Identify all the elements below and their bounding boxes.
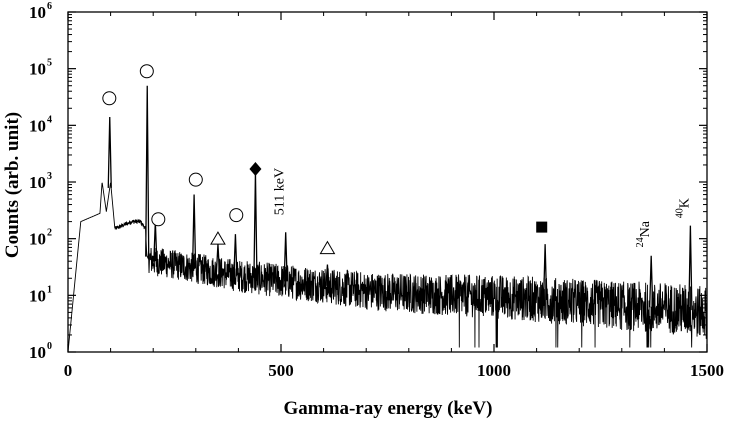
spectrum-peak: [191, 194, 197, 269]
y-tick-exponent: 4: [47, 114, 52, 125]
annotation-superscript: 24: [635, 237, 646, 247]
peak-annotation: 40K: [674, 198, 692, 218]
y-tick-base: 10: [29, 60, 46, 79]
spectrum-peak: [325, 264, 330, 286]
annotation-superscript: 40: [674, 208, 685, 218]
y-tick-exponent: 1: [47, 284, 52, 295]
y-tick-exponent: 3: [47, 171, 52, 182]
peak-annotation: 24Na: [635, 220, 653, 247]
y-tick-label: 10: [29, 286, 46, 305]
spectrum-peak: [253, 172, 258, 278]
y-tick-exponent: 5: [47, 58, 52, 69]
y-tick-base: 10: [29, 116, 46, 135]
open-circle-marker: [188, 172, 203, 187]
y-tick-base: 10: [29, 286, 46, 305]
plot-layer: 511 keV 24Na 40K: [67, 64, 708, 353]
filled-square-marker: [536, 221, 548, 233]
y-tick-exponent: 0: [47, 341, 52, 352]
y-tick-base: 10: [29, 230, 46, 249]
x-axis-title: Gamma-ray energy (keV): [284, 398, 493, 419]
spectrum-line: [67, 181, 708, 353]
open-circle-marker: [102, 91, 117, 106]
x-tick-label: 0: [64, 361, 73, 380]
spectrum-peak: [233, 234, 238, 276]
y-tick-base: 10: [29, 3, 46, 22]
spectrum-peak: [649, 255, 654, 308]
open-triangle-marker: [319, 240, 336, 255]
filled-diamond-marker: [249, 161, 262, 176]
spectrum-peak: [215, 244, 221, 273]
open-triangle-marker: [210, 231, 226, 245]
y-tick-base: 10: [29, 343, 46, 362]
y-tick-exponent: 6: [47, 1, 52, 12]
open-circle-marker: [151, 212, 166, 227]
spectrum-peak: [542, 244, 548, 300]
x-tick-label: 1000: [477, 361, 511, 380]
y-tick-label: 10: [29, 60, 46, 79]
spectrum-peak: [688, 225, 693, 311]
y-tick-label: 10: [29, 116, 46, 135]
spectrum-peak: [107, 117, 112, 188]
y-axis-title: Counts (arb. unit): [2, 112, 23, 258]
open-circle-marker: [229, 208, 244, 223]
open-circle-marker: [139, 64, 154, 79]
peak-annotation: 511 keV: [273, 168, 288, 215]
x-tick-label: 1500: [690, 361, 724, 380]
y-tick-label: 10: [29, 3, 46, 22]
spectrum-peak: [145, 85, 150, 257]
spectrum-peak: [283, 232, 288, 282]
y-tick-base: 10: [29, 173, 46, 192]
y-tick-label: 10: [29, 230, 46, 249]
y-tick-label: 10: [29, 173, 46, 192]
annotation-main-text: K: [677, 198, 692, 208]
annotation-main-text: Na: [638, 220, 653, 237]
x-tick-label: 500: [268, 361, 294, 380]
y-tick-exponent: 2: [47, 228, 52, 239]
y-tick-label: 10: [29, 343, 46, 362]
